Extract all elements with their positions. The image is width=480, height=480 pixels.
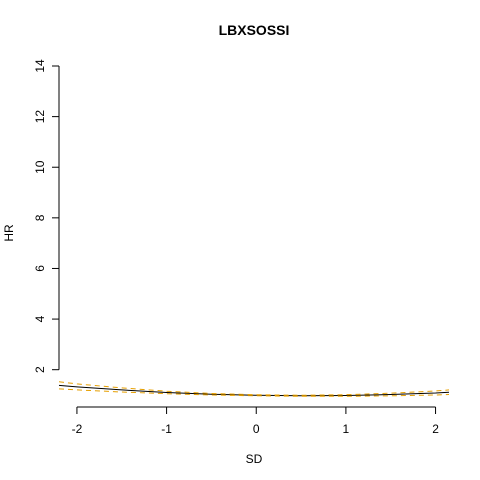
x-tick-label: 0 (253, 422, 260, 436)
y-tick-label: 10 (33, 160, 47, 174)
chart-title: LBXSOSSI (219, 22, 290, 38)
y-tick-label: 6 (33, 265, 47, 272)
y-axis: 2 4 6 8 10 12 14 (33, 59, 59, 373)
x-tick-label: 2 (432, 422, 439, 436)
x-tick-label: 1 (343, 422, 350, 436)
y-tick-label: 4 (33, 315, 47, 322)
y-tick-label: 12 (33, 110, 47, 124)
x-tick-label: -1 (161, 422, 172, 436)
series-line-upper-ci (59, 382, 449, 396)
y-tick-label: 14 (33, 59, 47, 73)
x-tick-label: -2 (72, 422, 83, 436)
x-axis: -2 -1 0 1 2 (72, 407, 440, 436)
y-axis-label: HR (2, 224, 16, 242)
x-axis-label: SD (246, 452, 263, 466)
series-layer (59, 382, 449, 397)
y-tick-label: 2 (33, 366, 47, 373)
series-line-estimate (59, 385, 449, 395)
y-tick-label: 8 (33, 214, 47, 221)
